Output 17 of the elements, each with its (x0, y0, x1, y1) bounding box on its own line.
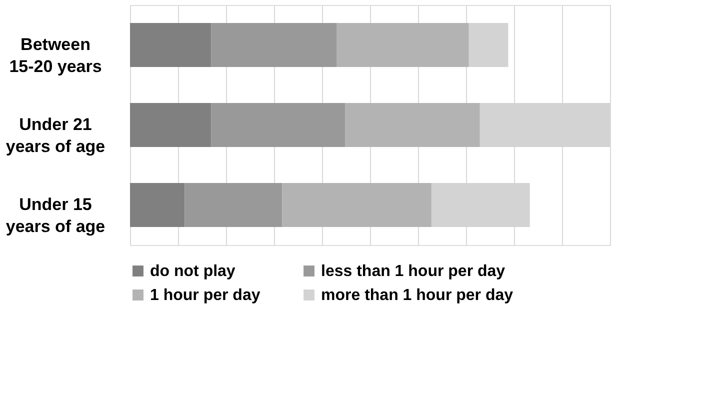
bar (211, 103, 346, 147)
legend-label: more than 1 hour per day (321, 287, 514, 304)
legend-label: less than 1 hour per day (321, 263, 506, 280)
legend-label: do not play (150, 263, 236, 280)
bar (130, 183, 185, 227)
y-tick-label: Between 15-20 years (9, 35, 102, 76)
y-tick-label: Under 15 years of age (6, 195, 106, 236)
bar (130, 23, 212, 67)
bar (184, 183, 282, 227)
bar (211, 23, 337, 67)
bar (336, 23, 469, 67)
bar (345, 103, 480, 147)
bar (130, 103, 212, 147)
legend-label: 1 hour per day (150, 287, 260, 304)
bar (468, 23, 508, 67)
y-tick-label: Under 21 years of age (6, 115, 106, 156)
bar (282, 183, 432, 227)
